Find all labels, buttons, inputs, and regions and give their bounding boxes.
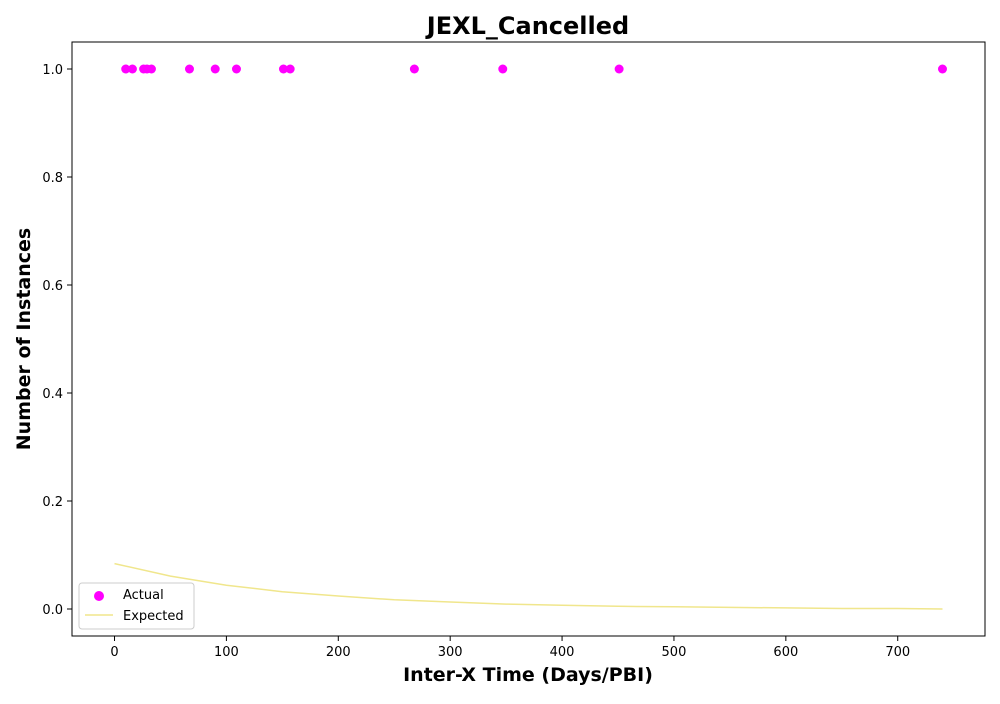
legend-actual-marker xyxy=(94,591,104,601)
actual-point xyxy=(937,64,947,74)
plot-area xyxy=(71,41,986,637)
actual-point xyxy=(127,64,137,74)
x-tick-label: 0 xyxy=(110,645,118,660)
actual-point xyxy=(614,64,624,74)
series-points xyxy=(121,64,947,74)
legend-box xyxy=(78,582,195,630)
actual-point xyxy=(231,64,241,74)
y-tick-label: 1.0 xyxy=(42,63,63,78)
legend-actual-label: Actual xyxy=(123,588,164,603)
actual-point xyxy=(121,64,131,74)
x-axis-ticks: 0 100 200 300 400 500 600 700 xyxy=(110,636,910,660)
actual-point xyxy=(278,64,288,74)
x-tick-label: 700 xyxy=(885,645,910,660)
expected-line xyxy=(114,562,943,610)
actual-point xyxy=(285,64,295,74)
actual-point xyxy=(210,64,220,74)
y-tick-label: 0.6 xyxy=(42,279,63,294)
x-tick-label: 500 xyxy=(662,645,687,660)
x-tick-label: 600 xyxy=(773,645,798,660)
y-tick-label: 0.0 xyxy=(42,603,63,618)
actual-point xyxy=(146,64,156,74)
actual-point xyxy=(184,64,194,74)
x-tick-label: 100 xyxy=(214,645,239,660)
y-tick-label: 0.2 xyxy=(42,495,63,510)
y-tick-label: 0.8 xyxy=(42,171,63,186)
actual-point xyxy=(498,64,508,74)
x-tick-label: 400 xyxy=(550,645,575,660)
x-tick-label: 200 xyxy=(326,645,351,660)
y-tick-label: 0.4 xyxy=(42,387,63,402)
series-lines xyxy=(114,562,943,610)
y-axis-ticks: 0.0 0.2 0.4 0.6 0.8 1.0 xyxy=(42,63,72,618)
y-axis-label: Number of Instances xyxy=(13,228,35,450)
legend-expected-label: Expected xyxy=(123,609,184,624)
actual-point xyxy=(409,64,419,74)
legend: Actual Expected xyxy=(78,582,195,630)
chart-title: JEXL_Cancelled xyxy=(425,12,629,40)
x-axis-label: Inter-X Time (Days/PBI) xyxy=(403,664,653,686)
x-tick-label: 300 xyxy=(438,645,463,660)
